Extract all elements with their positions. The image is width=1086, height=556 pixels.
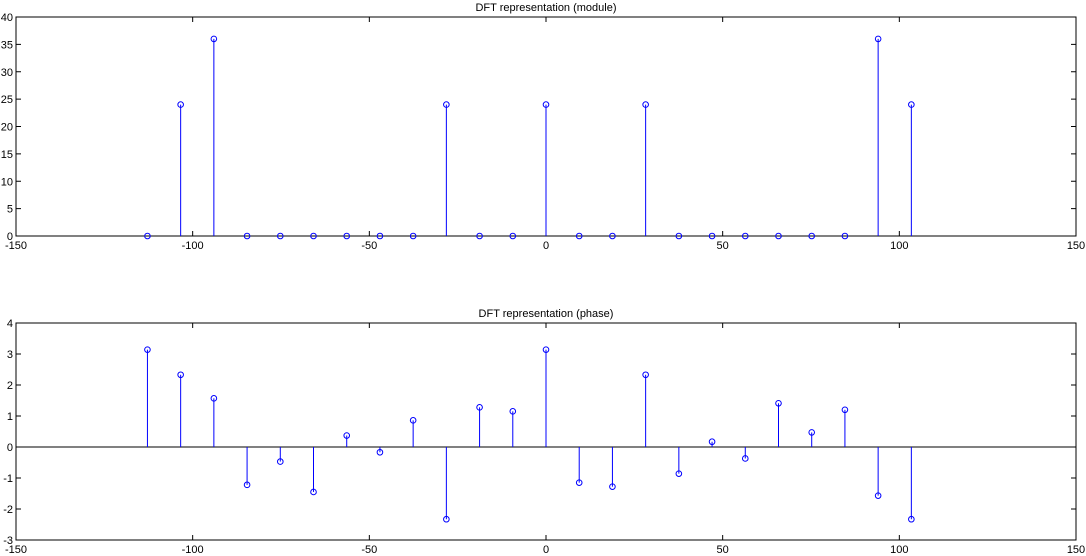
module-chart-title: DFT representation (module) xyxy=(475,2,616,14)
phase-stem-marker xyxy=(542,346,550,353)
phase-stem-marker xyxy=(741,455,749,462)
phase-stem-marker xyxy=(675,470,683,477)
phase-stem-marker xyxy=(808,429,816,436)
module-stem-marker xyxy=(210,35,218,43)
module-stem-marker xyxy=(310,232,317,240)
phase-y-tick-label: 3 xyxy=(7,349,13,361)
phase-stem-marker xyxy=(908,515,915,523)
module-stem-marker xyxy=(874,35,882,43)
module-y-tick-label: 30 xyxy=(1,67,13,79)
module-x-tick-label: -50 xyxy=(361,240,377,252)
module-x-tick-label: 100 xyxy=(890,240,908,252)
phase-x-tick-label: -100 xyxy=(182,544,204,556)
module-stem-marker xyxy=(708,232,716,240)
module-y-tick-label: 10 xyxy=(1,176,13,188)
module-stem-marker xyxy=(243,232,251,240)
module-stem-marker xyxy=(775,232,782,240)
module-stem-marker xyxy=(443,101,450,108)
module-y-tick-label: 35 xyxy=(1,39,13,51)
module-y-tick-label: 20 xyxy=(1,122,13,134)
module-stem-marker xyxy=(675,232,683,240)
phase-stem-marker xyxy=(609,483,616,490)
module-stem-marker xyxy=(542,101,550,108)
phase-stem-marker xyxy=(509,408,517,415)
phase-stem-marker xyxy=(243,481,251,489)
module-x-tick-label: 0 xyxy=(543,240,549,252)
module-stem-marker xyxy=(509,232,517,240)
phase-stem-marker xyxy=(343,432,351,439)
phase-y-tick-label: 4 xyxy=(7,318,13,330)
module-stem-marker xyxy=(908,101,915,108)
module-stem-marker xyxy=(741,232,749,240)
module-x-tick-label: 50 xyxy=(717,240,729,252)
phase-stem-marker xyxy=(210,395,218,402)
phase-y-tick-label: -3 xyxy=(3,535,13,547)
phase-chart-title: DFT representation (phase) xyxy=(479,308,614,320)
phase-x-tick-label: -150 xyxy=(5,544,27,556)
phase-x-tick-label: 0 xyxy=(543,544,549,556)
module-stem-marker xyxy=(609,232,616,240)
phase-x-tick-label: 150 xyxy=(1067,544,1085,556)
phase-stem-marker xyxy=(575,479,583,486)
module-stem-marker xyxy=(276,232,284,240)
module-stem-marker xyxy=(144,232,151,240)
phase-y-tick-label: 1 xyxy=(7,411,13,423)
phase-stem-marker xyxy=(775,399,782,407)
module-x-tick-label: -100 xyxy=(182,240,204,252)
module-x-tick-label: 150 xyxy=(1067,240,1085,252)
phase-y-tick-label: 2 xyxy=(7,380,13,392)
module-stem-marker xyxy=(376,232,384,240)
module-plot: DFT representation (module) -150 -100 -50 0 5… xyxy=(1,2,1085,252)
module-stem-marker xyxy=(841,232,849,240)
phase-stem-marker xyxy=(144,346,151,353)
module-stem-marker xyxy=(409,232,417,240)
module-y-tick-label: 40 xyxy=(1,12,13,24)
phase-stem-marker xyxy=(874,492,882,499)
module-stem-marker xyxy=(343,232,351,240)
phase-y-tick-label: 0 xyxy=(7,442,13,454)
module-y-tick-label: 25 xyxy=(1,94,13,106)
phase-stem-marker xyxy=(708,438,716,446)
phase-stem-marker xyxy=(409,417,417,424)
module-stem-marker xyxy=(177,101,184,108)
module-x-tick-label: -150 xyxy=(5,240,27,252)
phase-stem-marker xyxy=(376,448,384,456)
phase-x-tick-label: 50 xyxy=(717,544,729,556)
phase-stem-marker xyxy=(476,404,483,411)
module-y-tick-label: 0 xyxy=(7,231,13,243)
phase-plot: DFT representation (phase) -150 -100 -50 0 50… xyxy=(3,308,1085,556)
module-stem-marker xyxy=(642,101,649,108)
phase-stem-marker xyxy=(443,515,450,523)
phase-stem-marker xyxy=(177,371,184,379)
module-stem-marker xyxy=(808,232,816,240)
phase-stem-marker xyxy=(276,458,284,465)
module-y-tick-label: 5 xyxy=(7,204,13,216)
phase-y-tick-label: -2 xyxy=(3,504,13,516)
phase-stem-marker xyxy=(310,488,317,496)
phase-x-tick-label: -50 xyxy=(361,544,377,556)
module-stem-marker xyxy=(476,232,483,240)
phase-stem-marker xyxy=(841,406,849,414)
module-y-tick-label: 15 xyxy=(1,149,13,161)
phase-y-tick-label: -1 xyxy=(3,473,13,485)
phase-stem-marker xyxy=(642,371,649,379)
module-stem-marker xyxy=(575,232,583,240)
phase-x-tick-label: 100 xyxy=(890,544,908,556)
